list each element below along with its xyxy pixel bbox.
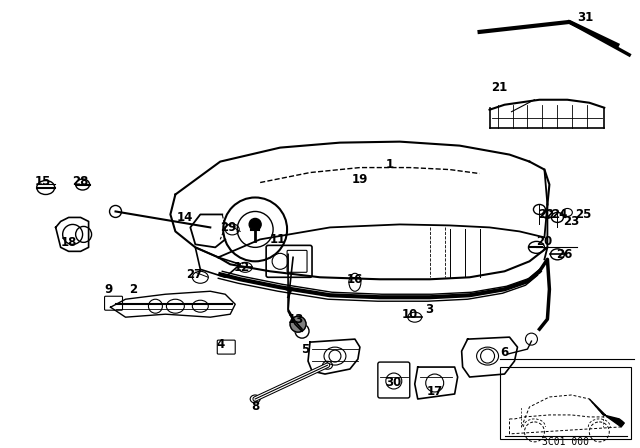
Text: 22: 22 — [538, 208, 554, 221]
Text: 27: 27 — [186, 268, 202, 281]
Text: 9: 9 — [104, 283, 113, 296]
Text: 1: 1 — [386, 158, 394, 171]
Text: 7: 7 — [284, 288, 292, 301]
Text: 10: 10 — [402, 308, 418, 321]
Text: 11: 11 — [270, 233, 286, 246]
Text: 12: 12 — [234, 261, 250, 274]
Text: 16: 16 — [347, 273, 363, 286]
Text: 21: 21 — [492, 81, 508, 94]
Text: 29: 29 — [220, 221, 236, 234]
Text: 6: 6 — [500, 345, 509, 358]
Text: 20: 20 — [536, 235, 552, 248]
Text: 24: 24 — [551, 208, 568, 221]
Circle shape — [249, 219, 261, 230]
Text: 13: 13 — [288, 313, 304, 326]
Text: 4: 4 — [216, 338, 225, 351]
Text: 5: 5 — [301, 343, 309, 356]
Text: 3: 3 — [426, 303, 434, 316]
Text: 23: 23 — [563, 215, 579, 228]
Text: 30: 30 — [385, 375, 401, 388]
Text: 2: 2 — [129, 283, 138, 296]
Text: 14: 14 — [177, 211, 193, 224]
Text: 28: 28 — [72, 175, 89, 188]
Bar — [500, 367, 631, 439]
Text: 8: 8 — [251, 401, 259, 414]
Circle shape — [290, 316, 306, 332]
Text: 19: 19 — [352, 173, 368, 186]
Text: 18: 18 — [60, 236, 77, 249]
Text: 25: 25 — [575, 208, 591, 221]
Text: 3C01 000: 3C01 000 — [542, 437, 589, 447]
Text: 31: 31 — [577, 12, 593, 25]
Text: 17: 17 — [427, 385, 443, 398]
Polygon shape — [589, 399, 624, 427]
Text: 15: 15 — [35, 175, 51, 188]
Text: 26: 26 — [556, 248, 573, 261]
